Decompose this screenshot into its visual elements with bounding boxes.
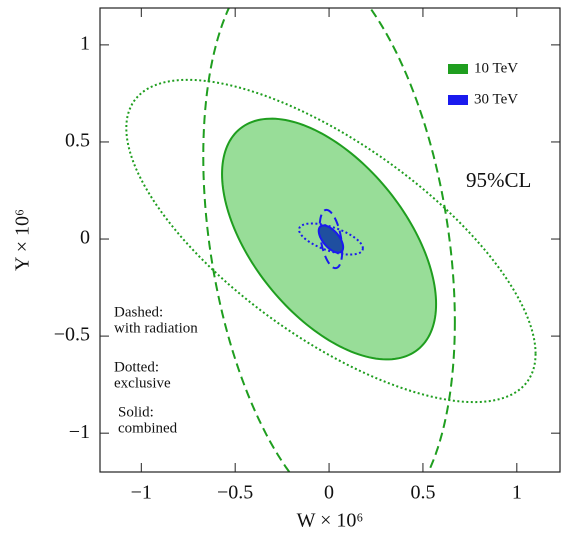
y-axis-label: Y × 10⁶: [12, 209, 34, 271]
x-tick-label: 0: [324, 482, 334, 504]
legend-swatch: [448, 64, 468, 74]
x-tick-label: 1: [512, 482, 522, 504]
annotation: with radiation: [114, 320, 198, 336]
legend-swatch: [448, 95, 468, 105]
plot-area: [125, 8, 537, 472]
y-tick-label: −0.5: [54, 324, 90, 346]
legend-label: 30 TeV: [474, 91, 518, 107]
ellipse-dashed: [318, 208, 344, 270]
frame: [99, 7, 561, 473]
annotation: combined: [118, 420, 178, 436]
y-tick-label: 0.5: [65, 130, 90, 152]
annotation: Solid:: [118, 404, 154, 420]
x-tick-label: −0.5: [217, 482, 253, 504]
y-tick-label: −1: [69, 421, 90, 443]
annotation: 95%CL: [466, 168, 531, 192]
legend-label: 10 TeV: [474, 60, 518, 76]
ellipse-dotted: [125, 78, 537, 404]
annotation: Dashed:: [114, 304, 163, 320]
x-tick-label: 0.5: [410, 482, 435, 504]
y-tick-label: 0: [80, 227, 90, 249]
annotation: exclusive: [114, 375, 171, 391]
ellipse-dotted: [298, 222, 364, 256]
y-tick-label: 1: [80, 32, 90, 54]
x-axis-label: W × 10⁶: [297, 510, 364, 532]
x-tick-label: −1: [131, 482, 152, 504]
annotation: Dotted:: [114, 359, 159, 375]
ellipse-solid: [317, 224, 345, 254]
